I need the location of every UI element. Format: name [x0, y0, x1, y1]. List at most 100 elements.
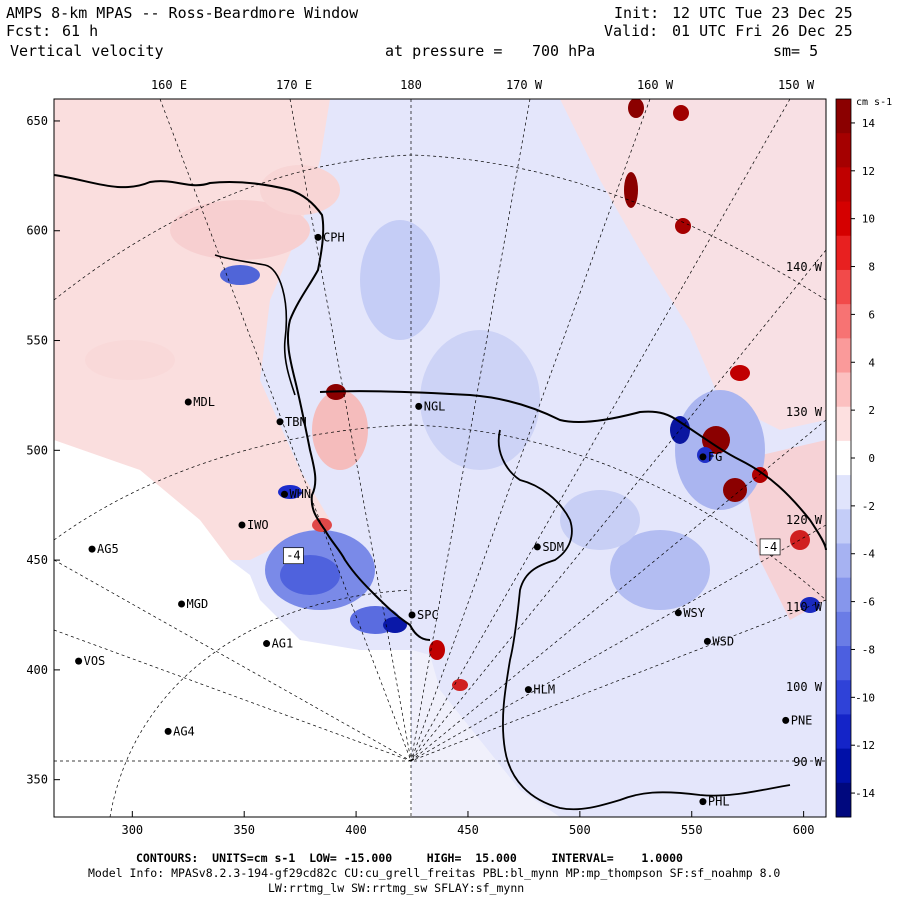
- colorbar-tick-label: 0: [868, 452, 875, 465]
- colorbar-swatch: [836, 99, 851, 134]
- station-label: AG5: [97, 542, 119, 556]
- colorbar-tick-label: 10: [862, 213, 875, 226]
- x-tick-label: 300: [121, 823, 143, 837]
- init-label: Init:: [614, 4, 660, 22]
- colorbar-swatch: [836, 440, 851, 476]
- model-info: Model Info: MPASv8.2.3-194-gf29cd82c CU:…: [88, 866, 781, 880]
- y-axis: 650 600 550 500 450 400 350: [26, 114, 60, 787]
- longitude-label: 150 W: [778, 78, 815, 92]
- longitude-label: 110 W: [786, 600, 823, 614]
- forecast-hour: 61 h: [62, 22, 99, 40]
- forecast-label: Fcst:: [6, 22, 52, 40]
- longitude-labels-right: 140 W 130 W 120 W 110 W 100 W 90 W: [786, 260, 823, 769]
- station-dot: [314, 233, 322, 241]
- station-dot: [276, 418, 284, 426]
- y-tick-label: 550: [26, 334, 48, 348]
- x-tick-label: 450: [457, 823, 479, 837]
- field-name: Vertical velocity: [10, 42, 164, 60]
- colorbar-tick-label: 6: [868, 308, 875, 321]
- x-tick-label: 350: [233, 823, 255, 837]
- longitude-label: 180: [400, 78, 422, 92]
- y-tick-label: 450: [26, 553, 48, 567]
- colorbar-swatch: [836, 543, 851, 579]
- station-dot: [699, 453, 707, 461]
- station-label: PHL: [708, 795, 730, 809]
- station-dot: [75, 657, 83, 665]
- station-label: MGD: [187, 597, 209, 611]
- station-label: WHN: [289, 487, 311, 501]
- coastline-inner: [214, 254, 296, 396]
- y-tick-label: 600: [26, 224, 48, 238]
- station-label: PNE: [791, 713, 813, 727]
- station-label: AG1: [272, 637, 294, 651]
- contour-box-labels: -4 -4: [283, 538, 781, 565]
- colorbar-swatch: [836, 714, 851, 750]
- colorbar-swatch: [836, 509, 851, 544]
- pressure-value: 700 hPa: [532, 42, 596, 60]
- contour-label-box: [759, 538, 781, 556]
- x-tick-label: 600: [793, 823, 815, 837]
- colorbar-swatch: [836, 167, 851, 203]
- y-tick-label: 350: [26, 773, 48, 787]
- colorbar-swatch: [836, 680, 851, 715]
- longitude-labels-top: 160 E 170 E 180 170 W 160 W 150 W: [151, 78, 815, 92]
- station-label: MDL: [193, 395, 215, 409]
- contour-label-box: [283, 547, 304, 565]
- colorbar-swatch: [836, 782, 851, 818]
- colorbar-swatch: [836, 577, 851, 613]
- coastline-ross-ice-shelf: [319, 390, 827, 551]
- x-tick-label: 500: [569, 823, 591, 837]
- station-dot: [178, 600, 186, 608]
- colorbar-tick-label: 2: [868, 404, 875, 417]
- velocity-field: [54, 99, 826, 817]
- station-label: TBN: [285, 415, 307, 429]
- colorbar-tick-label: 14: [862, 117, 876, 130]
- station-dot: [280, 490, 288, 498]
- colorbar-tick-label: 4: [868, 356, 875, 369]
- longitude-label: 140 W: [786, 260, 823, 274]
- station-dot: [524, 686, 532, 694]
- colorbar-tick-label: 8: [868, 261, 875, 274]
- station-dot: [415, 402, 423, 410]
- pressure-label: at pressure =: [385, 42, 503, 60]
- longitude-label: 100 W: [786, 680, 823, 694]
- station-label: WSD: [712, 634, 734, 648]
- station-label: SPC: [417, 608, 439, 622]
- colorbar-tick-label: -2: [862, 500, 875, 513]
- colorbar-swatch: [836, 235, 851, 271]
- longitude-label: 120 W: [786, 513, 823, 527]
- valid-time: 01 UTC Fri 26 Dec 25: [672, 22, 853, 40]
- station-label: VOS: [84, 654, 106, 668]
- colorbar-swatch: [836, 304, 851, 339]
- station-dot: [164, 727, 172, 735]
- station-label: IWO: [247, 518, 269, 532]
- longitude-label: 160 W: [637, 78, 674, 92]
- contours-info: CONTOURS: UNITS=cm s-1 LOW= -15.000 HIGH…: [136, 851, 683, 865]
- x-axis: 300 350 400 450 500 550 600: [121, 811, 814, 837]
- station-dot: [699, 798, 707, 806]
- x-tick-label: 550: [681, 823, 703, 837]
- longitude-label: 130 W: [786, 405, 823, 419]
- station-dot: [533, 543, 541, 551]
- station-dot: [782, 716, 790, 724]
- longitude-label: 90 W: [793, 755, 823, 769]
- colorbar-tick-label: -14: [855, 787, 875, 800]
- station-markers: CPH MDL NGL TBN FG WHN IWO AG5 SDM MGD SPC WSY AG1 WS…: [75, 230, 813, 809]
- colorbar-tick-label: -6: [862, 596, 875, 609]
- contour-label: -4: [763, 540, 777, 554]
- station-label: CPH: [323, 230, 345, 244]
- station-dot: [238, 521, 246, 529]
- colorbar-tick-label: -8: [862, 643, 875, 656]
- colorbar-swatch: [836, 406, 851, 442]
- colorbar-swatch: [836, 338, 851, 374]
- colorbar-units: cm s-1: [856, 97, 892, 108]
- colorbar-swatch: [836, 475, 851, 510]
- smoothing-label: sm= 5: [773, 42, 819, 60]
- longitude-label: 160 E: [151, 78, 187, 92]
- graticule: [53, 98, 827, 818]
- grounding-line: [497, 429, 791, 811]
- y-tick-label: 400: [26, 663, 48, 677]
- colorbar-swatch: [836, 133, 851, 168]
- station-label: NGL: [424, 399, 446, 413]
